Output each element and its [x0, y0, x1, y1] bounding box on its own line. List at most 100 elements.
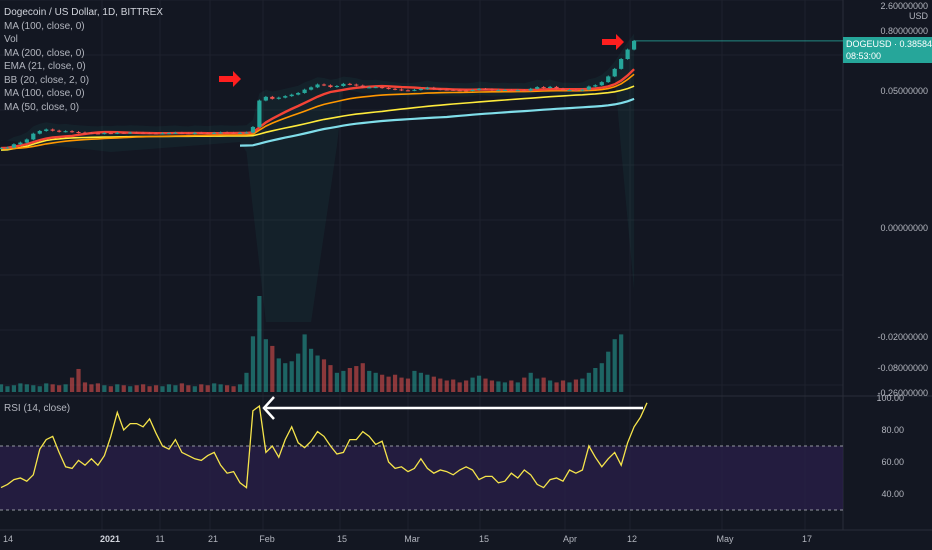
white-arrow-head	[262, 396, 275, 420]
volume-bar	[464, 380, 469, 392]
candle-body	[457, 90, 462, 92]
candle-body	[95, 133, 100, 135]
candle-body	[18, 142, 23, 145]
candle-body	[141, 132, 146, 134]
candle-body	[121, 132, 126, 134]
volume-bar	[560, 380, 566, 392]
candle-body	[515, 90, 520, 92]
rsi-indicator	[0, 402, 648, 489]
volume-bar	[76, 368, 81, 392]
volume-bar	[302, 334, 307, 392]
time-axis-label: May	[716, 534, 734, 544]
candle-body	[522, 90, 527, 92]
price-axis-label: 2.60000000	[880, 1, 928, 11]
candle-body	[134, 132, 139, 134]
volume-bar	[205, 385, 210, 392]
volume-bar	[347, 368, 352, 392]
candle-body	[153, 133, 159, 135]
volume-bar	[57, 385, 62, 392]
volume-bar	[231, 386, 236, 392]
time-axis-label: 11	[155, 534, 164, 544]
volume-bar	[160, 386, 165, 392]
volume-bar	[457, 382, 462, 392]
volume-bars	[0, 296, 624, 392]
volume-bar	[63, 384, 68, 392]
red-arrow-apr	[602, 34, 624, 50]
volume-bar	[593, 368, 598, 392]
volume-bar	[321, 359, 327, 392]
candle-body	[548, 86, 553, 88]
last-price-label: DOGEUSD · 0.38584000	[846, 39, 932, 49]
ma-200-line	[239, 97, 635, 147]
volume-bar	[599, 363, 604, 392]
volume-bar	[296, 353, 301, 392]
candle-body	[470, 89, 475, 91]
legend-line: MA (100, close, 0)	[4, 88, 85, 99]
volume-bar	[502, 382, 507, 392]
candle-body	[631, 40, 637, 50]
volume-bar	[438, 378, 443, 392]
time-axis-label: Mar	[404, 534, 420, 544]
volume-bar	[308, 348, 314, 392]
rsi-axis-label: 80.00	[881, 425, 904, 435]
volume-bar	[522, 377, 527, 392]
volume-bar	[476, 375, 482, 392]
ema-21-line	[1, 73, 635, 150]
volume-bar	[69, 377, 75, 392]
time-axis-label: Apr	[563, 534, 577, 544]
volume-bar	[108, 386, 113, 392]
volume-bar	[102, 385, 107, 392]
candle-body	[11, 144, 17, 148]
volume-bar	[451, 379, 456, 392]
candle-body	[199, 132, 204, 134]
volume-bar	[334, 372, 340, 392]
candle-body	[392, 88, 398, 90]
volume-bar	[44, 383, 49, 392]
candle-body	[128, 132, 133, 134]
candle-body	[244, 132, 249, 134]
candle-body	[360, 85, 365, 88]
candle-body	[69, 131, 75, 133]
volume-bar	[24, 384, 29, 392]
candle-body	[554, 86, 559, 89]
volume-bar	[483, 378, 488, 392]
candle-body	[160, 133, 165, 135]
volume-bar	[37, 386, 42, 392]
candle-body	[593, 85, 598, 87]
candle-body	[173, 132, 178, 134]
candle-body	[276, 97, 281, 99]
candle-body	[509, 89, 514, 91]
volume-bar	[489, 380, 495, 392]
candle-body	[296, 92, 301, 95]
volume-bar	[373, 372, 378, 392]
volume-bar	[289, 361, 294, 392]
volume-bar	[199, 384, 204, 392]
candle-body	[367, 87, 372, 89]
ma-100-line	[0, 85, 635, 151]
volume-bar	[612, 339, 617, 392]
price-axis-label: -0.08000000	[877, 363, 928, 373]
volume-bar	[392, 374, 398, 392]
candle-body	[108, 133, 113, 135]
legend-title: Dogecoin / US Dollar, 1D, BITTREX	[4, 7, 163, 18]
candle-body	[283, 96, 288, 98]
volume-bar	[354, 366, 359, 392]
rsi-band	[0, 445, 843, 511]
candle-body	[237, 132, 243, 134]
candle-body	[115, 132, 120, 134]
candle-body	[82, 132, 88, 134]
candle-body	[535, 87, 540, 89]
candle-body	[263, 96, 268, 101]
candle-body	[599, 82, 604, 86]
candle-body	[341, 83, 346, 87]
candle-body	[302, 89, 307, 93]
volume-bar	[31, 385, 36, 392]
volume-bar	[431, 376, 436, 392]
candle-body	[580, 89, 585, 91]
candle-body	[31, 133, 36, 140]
volume-bar	[515, 382, 520, 392]
volume-bar	[399, 377, 404, 392]
candle-body	[270, 96, 275, 99]
candle-body	[257, 100, 262, 127]
candle-body	[308, 87, 314, 90]
